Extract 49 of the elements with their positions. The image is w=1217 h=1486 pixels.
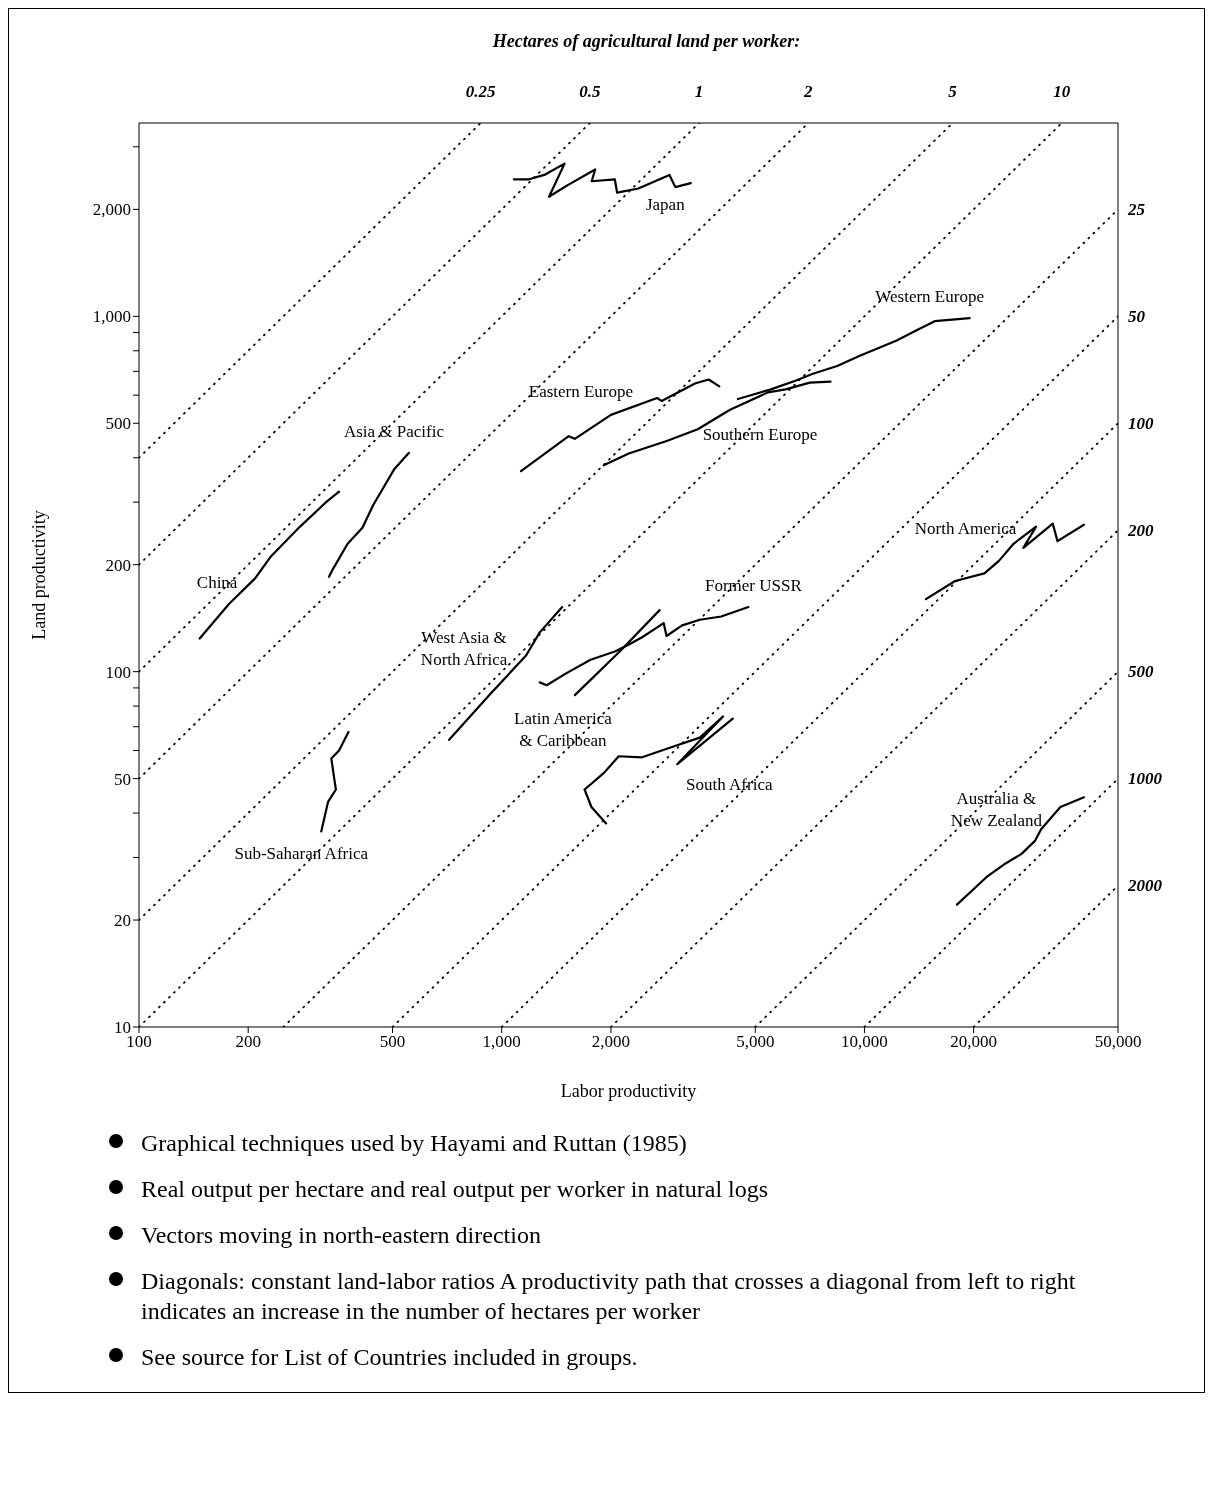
series-label: Former USSR bbox=[704, 575, 803, 595]
series-label: Australia & New Zealand bbox=[950, 788, 1043, 830]
text: Latin America & Caribbean bbox=[514, 708, 613, 750]
series-label: 5 bbox=[948, 81, 958, 101]
series-label: North America bbox=[914, 518, 1017, 538]
series-label: 50 bbox=[1128, 306, 1146, 326]
series-label: 0.25 bbox=[465, 81, 497, 101]
series-label: 2000 bbox=[1127, 876, 1163, 896]
series-label: 1000 bbox=[1128, 769, 1163, 789]
x-tick-label: 1,000 bbox=[482, 1032, 521, 1052]
series-label: West Asia & North Africa bbox=[420, 627, 508, 669]
series-label: 10 bbox=[1053, 81, 1071, 101]
series-label: China bbox=[196, 572, 238, 592]
x-tick-label: 2,000 bbox=[591, 1032, 631, 1052]
series-label: Eastern Europe bbox=[528, 381, 634, 401]
y-tick-label: 50 bbox=[114, 769, 131, 789]
series-label: Western Europe bbox=[875, 286, 984, 306]
y-tick-label: 200 bbox=[105, 555, 131, 575]
series-label: 25 bbox=[1127, 199, 1146, 219]
x-tick-label: 200 bbox=[235, 1032, 261, 1052]
x-tick-label: 10,000 bbox=[841, 1032, 888, 1052]
series-label: 2 bbox=[803, 81, 814, 101]
x-tick-label: 20,000 bbox=[950, 1032, 998, 1052]
text: Real output per hectare and real output per worker in natural logs bbox=[141, 1175, 769, 1204]
text: Graphical techniques used by Hayami and Ruttan (1985) bbox=[141, 1129, 687, 1158]
text: See source for List of Countries included in groups. bbox=[141, 1343, 638, 1372]
y-axis-title: Land productivity bbox=[29, 510, 50, 640]
text: Diagonals: constant land-labor ratios A productivity path that crosses a diagonal from left to right indicates an increase in the number of hectares per worker bbox=[141, 1267, 1077, 1326]
series-label: 1 bbox=[694, 81, 704, 101]
series-label: 200 bbox=[1127, 520, 1154, 540]
series-label: Japan bbox=[645, 194, 686, 214]
y-tick-label: 1,000 bbox=[92, 307, 131, 327]
series-label: 500 bbox=[1128, 662, 1154, 682]
series-label: Southern Europe bbox=[702, 424, 818, 444]
x-tick-label: 500 bbox=[379, 1032, 406, 1052]
y-tick-label: 20 bbox=[114, 911, 131, 931]
y-tick-label: 2,000 bbox=[92, 200, 131, 220]
y-tick-label: 500 bbox=[105, 414, 131, 434]
y-tick-label: 100 bbox=[105, 662, 131, 682]
chart-subtitle: Hectares of agricultural land per worker: bbox=[491, 31, 802, 52]
text: Vectors moving in north-eastern direction bbox=[141, 1221, 541, 1250]
series-label: South Africa bbox=[686, 774, 773, 794]
series-label: Asia & Pacific bbox=[343, 421, 445, 441]
x-tick-label: 50,000 bbox=[1094, 1032, 1142, 1052]
series-label: Sub-Saharan Africa bbox=[234, 843, 369, 863]
x-tick-label: 5,000 bbox=[736, 1032, 775, 1052]
series-label: 100 bbox=[1128, 413, 1154, 433]
series-label: 0.5 bbox=[579, 81, 602, 101]
x-axis-title: Labor productivity bbox=[560, 1081, 697, 1101]
